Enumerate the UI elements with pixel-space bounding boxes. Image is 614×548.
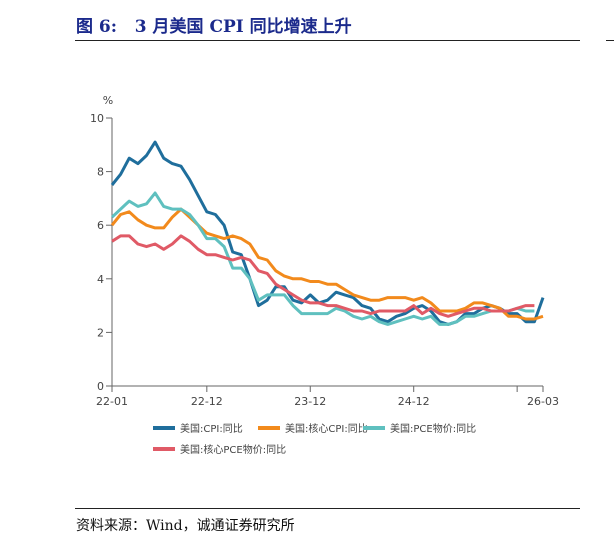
x-tick-label: 22-12 <box>191 395 223 408</box>
legend-label: 美国:PCE物价:同比 <box>390 422 476 435</box>
x-tick-label: 24-12 <box>398 395 430 408</box>
source-rule <box>75 508 580 509</box>
legend-label: 美国:核心PCE物价:同比 <box>180 443 286 456</box>
series-line-3 <box>110 191 535 326</box>
legend-label: 美国:CPI:同比 <box>180 422 243 435</box>
y-tick-label: 8 <box>97 166 104 179</box>
series-line-2 <box>110 207 544 321</box>
title-rule <box>75 40 580 41</box>
y-tick-label: 6 <box>97 219 104 232</box>
figure-title: 图 6: 3 月美国 CPI 同比增速上升 <box>76 17 352 37</box>
y-tick-label: 0 <box>97 380 104 393</box>
y-tick-label: 4 <box>97 273 104 286</box>
source-note: 资料来源：Wind，诚通证券研究所 <box>76 518 295 534</box>
y-axis-unit: % <box>103 94 113 107</box>
y-tick-label: 10 <box>90 112 104 125</box>
x-tick-label: 26-03 <box>527 395 559 408</box>
series-line-1 <box>110 140 545 326</box>
right-column-rule <box>606 40 614 41</box>
y-tick-label: 2 <box>97 326 104 339</box>
legend-label: 美国:核心CPI:同比 <box>285 422 368 435</box>
x-tick-label: 23-12 <box>294 395 326 408</box>
x-tick-label: 22-01 <box>96 395 128 408</box>
series-line-4 <box>111 234 535 318</box>
